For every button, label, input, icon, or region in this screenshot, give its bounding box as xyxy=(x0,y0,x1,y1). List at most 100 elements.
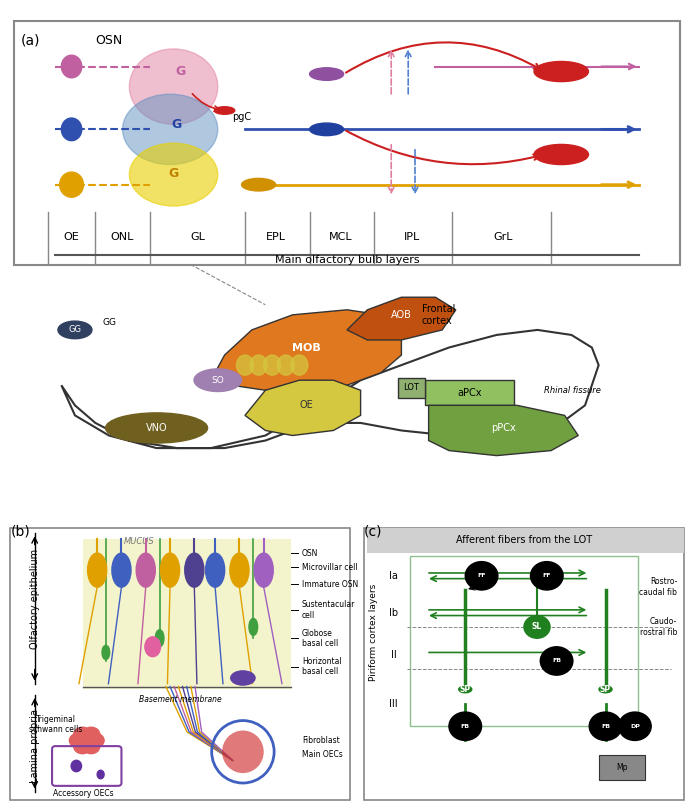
Text: Microvillar cell: Microvillar cell xyxy=(302,563,357,572)
Ellipse shape xyxy=(97,770,104,779)
Circle shape xyxy=(465,561,498,590)
Text: pgC: pgC xyxy=(232,112,251,122)
Ellipse shape xyxy=(105,413,208,443)
Ellipse shape xyxy=(599,686,612,693)
Ellipse shape xyxy=(160,553,180,587)
Circle shape xyxy=(87,733,104,748)
Circle shape xyxy=(310,123,344,135)
Bar xyxy=(367,528,684,553)
Text: Ib: Ib xyxy=(389,607,398,618)
Text: MUCUS: MUCUS xyxy=(124,537,154,547)
Circle shape xyxy=(530,561,563,590)
Text: SP: SP xyxy=(459,684,471,694)
Text: Mp: Mp xyxy=(616,763,627,772)
Ellipse shape xyxy=(123,94,218,165)
Ellipse shape xyxy=(61,118,82,140)
Text: Ia: Ia xyxy=(389,571,398,581)
Circle shape xyxy=(214,107,235,114)
Text: GG: GG xyxy=(69,325,81,334)
Text: Gr: Gr xyxy=(555,67,568,76)
Circle shape xyxy=(242,178,276,191)
Circle shape xyxy=(74,727,91,741)
Ellipse shape xyxy=(87,553,107,587)
Text: GG: GG xyxy=(102,318,116,327)
Text: Accessory OECs: Accessory OECs xyxy=(53,788,114,798)
FancyBboxPatch shape xyxy=(14,21,680,265)
Polygon shape xyxy=(245,380,361,436)
Bar xyxy=(425,380,514,406)
Text: Main olfactory bulb layers: Main olfactory bulb layers xyxy=(275,255,419,265)
Ellipse shape xyxy=(58,321,92,339)
Ellipse shape xyxy=(102,646,110,659)
Ellipse shape xyxy=(145,637,160,657)
Text: OE: OE xyxy=(64,233,79,242)
Text: FB: FB xyxy=(601,723,610,729)
Ellipse shape xyxy=(230,553,249,587)
Ellipse shape xyxy=(71,761,82,772)
Polygon shape xyxy=(61,330,599,448)
Text: SL: SL xyxy=(532,622,542,632)
Text: Fibroblast: Fibroblast xyxy=(302,736,339,745)
FancyBboxPatch shape xyxy=(10,528,350,800)
Polygon shape xyxy=(347,298,456,340)
Ellipse shape xyxy=(222,731,264,773)
Text: Main OECs: Main OECs xyxy=(302,750,343,759)
Circle shape xyxy=(83,727,100,741)
Text: Rostro-
caudal fib: Rostro- caudal fib xyxy=(639,577,677,597)
Text: G: G xyxy=(172,118,182,131)
Text: T: T xyxy=(255,180,262,189)
Ellipse shape xyxy=(291,355,308,375)
Ellipse shape xyxy=(524,616,550,638)
Text: GL: GL xyxy=(190,233,205,242)
Ellipse shape xyxy=(237,355,253,375)
Circle shape xyxy=(589,712,622,740)
Text: Immature OSN: Immature OSN xyxy=(302,580,358,589)
Ellipse shape xyxy=(185,553,204,587)
Text: EPL: EPL xyxy=(266,233,286,242)
Text: (a): (a) xyxy=(21,34,40,48)
Circle shape xyxy=(534,62,589,82)
Ellipse shape xyxy=(129,49,218,124)
Circle shape xyxy=(449,712,482,740)
Ellipse shape xyxy=(155,629,164,647)
Text: OSN: OSN xyxy=(302,548,319,558)
Text: FB: FB xyxy=(461,723,470,729)
Text: AOB: AOB xyxy=(391,310,412,320)
Text: Caudo-
rostral fib: Caudo- rostral fib xyxy=(640,617,677,637)
Circle shape xyxy=(534,144,589,165)
Ellipse shape xyxy=(194,369,242,392)
Text: G: G xyxy=(169,167,178,180)
Bar xyxy=(409,556,638,727)
Circle shape xyxy=(310,68,344,80)
Circle shape xyxy=(618,712,651,740)
Text: G: G xyxy=(176,65,185,78)
Circle shape xyxy=(74,740,91,753)
Text: LOT: LOT xyxy=(404,384,420,393)
Text: Horizontal
basal cell: Horizontal basal cell xyxy=(302,657,341,676)
Text: FB: FB xyxy=(552,659,561,663)
Ellipse shape xyxy=(250,355,267,375)
Text: FF: FF xyxy=(477,573,486,578)
Text: DP: DP xyxy=(630,723,640,729)
Text: Basement membrane: Basement membrane xyxy=(139,695,222,704)
Ellipse shape xyxy=(254,553,273,587)
Text: VNO: VNO xyxy=(146,423,167,433)
Ellipse shape xyxy=(278,355,294,375)
Text: aPCx: aPCx xyxy=(457,388,482,397)
Text: Lamina propria: Lamina propria xyxy=(30,709,40,783)
Text: FF: FF xyxy=(543,573,551,578)
Text: OE: OE xyxy=(299,401,313,410)
Text: MCL: MCL xyxy=(328,233,352,242)
Bar xyxy=(83,539,291,689)
Text: MOB: MOB xyxy=(291,342,321,353)
Text: Sustentacular
cell: Sustentacular cell xyxy=(302,600,355,620)
Ellipse shape xyxy=(230,671,255,685)
Text: M: M xyxy=(322,70,331,79)
Text: SO: SO xyxy=(212,375,224,384)
Text: Trigeminal
schwann cells: Trigeminal schwann cells xyxy=(29,715,82,734)
Bar xyxy=(398,378,425,398)
Ellipse shape xyxy=(60,172,83,197)
Ellipse shape xyxy=(459,686,472,693)
Polygon shape xyxy=(429,406,578,456)
Text: Globose
basal cell: Globose basal cell xyxy=(302,629,338,648)
